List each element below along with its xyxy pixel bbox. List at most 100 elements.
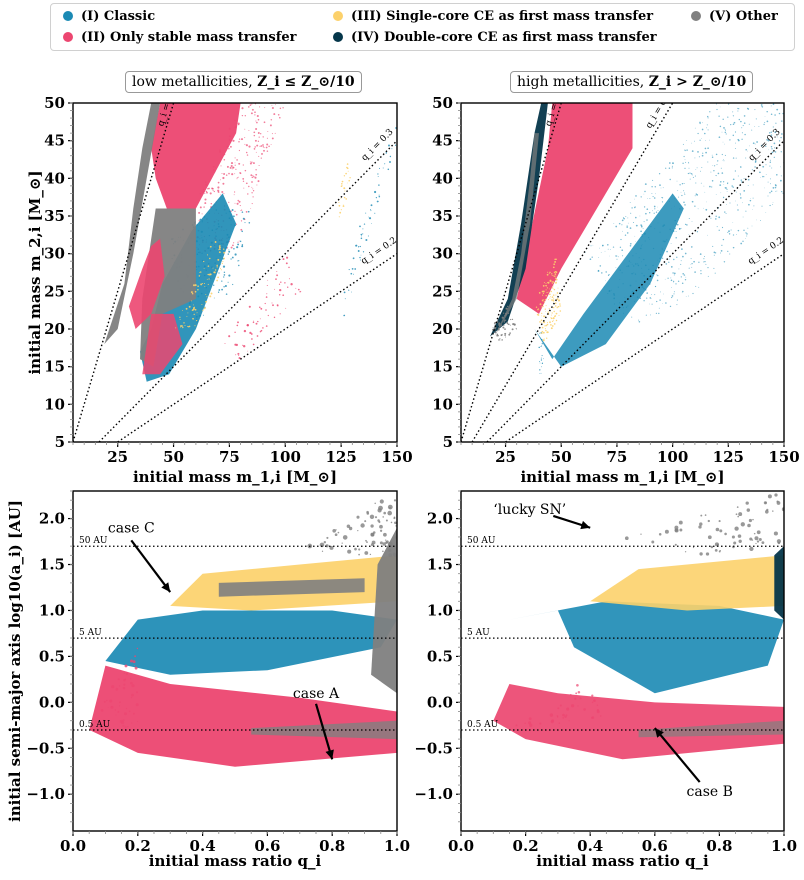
other-points-point (500, 324, 503, 326)
single-ce-points (175, 241, 226, 329)
classic-points-point (218, 272, 220, 274)
classic-points-point (679, 208, 681, 210)
classic-points-point (697, 132, 699, 135)
classic-points-point (692, 292, 694, 295)
classic-points-point (745, 157, 747, 159)
stable-points-point (236, 159, 238, 161)
single-ce-scatter-point (349, 177, 351, 179)
classic-spike-point (541, 366, 542, 368)
classic-spike-point (540, 359, 543, 361)
other-points-point (493, 322, 496, 325)
classic-points-point (662, 293, 664, 295)
stable-points-point (228, 172, 230, 175)
stable-scatter-point (583, 708, 586, 711)
classic-points-point (195, 318, 198, 320)
classic-points-point (767, 139, 770, 142)
stable-scatter-point (596, 710, 600, 714)
classic-points-point (681, 292, 683, 294)
classic-scatter-point (377, 176, 379, 178)
classic-points-point (628, 252, 630, 254)
single-ce-points-point (554, 302, 557, 305)
stable-scatter-point (515, 724, 518, 727)
classic-points-point (768, 132, 771, 134)
single-ce-scatter-point (346, 182, 348, 184)
stable-scatter-point (528, 717, 532, 721)
legend-item-classic: (I) Classic (63, 9, 155, 24)
classic-points-point (742, 202, 743, 204)
other-points-point (499, 338, 501, 340)
classic-scatter-point (378, 194, 380, 196)
other-scatter-point (365, 539, 367, 542)
stable-scatter-point (274, 288, 276, 290)
stable-points-point (229, 145, 232, 148)
stable-scatter-point (252, 343, 255, 346)
other-scatter-point (714, 549, 718, 552)
x-axis-label: initial mass m_1,i [M_⊙] (520, 468, 724, 486)
classic-points-point (646, 297, 648, 299)
classic-points-point (711, 180, 714, 182)
single-ce-points-point (549, 271, 551, 274)
other-scatter-point (765, 510, 769, 514)
other-scatter-point (321, 550, 324, 552)
stable-points-point (240, 228, 243, 231)
classic-points-point (188, 302, 191, 305)
stable-points-point (226, 165, 229, 168)
other-points-point (511, 318, 514, 321)
stable-points-point (231, 173, 234, 176)
stable-points-point (255, 151, 257, 153)
stable-points-point (244, 115, 246, 117)
classic-scatter-point (375, 196, 378, 199)
classic-points-point (711, 156, 714, 158)
classic-points-point (699, 253, 702, 255)
classic-points-point (209, 213, 210, 214)
single-ce-scatter-point (345, 172, 347, 175)
stable-points-point (235, 213, 238, 216)
classic-points-point (747, 178, 750, 181)
classic-points-point (694, 175, 696, 177)
classic-points-point (745, 232, 747, 234)
classic-points-point (694, 271, 696, 273)
stable-points-point (257, 132, 260, 134)
other-scatter-point (651, 540, 655, 544)
stable-points-point (240, 210, 242, 212)
single-ce-points-point (551, 281, 553, 283)
classic-points-point (219, 254, 221, 256)
single-ce-scatter-point (338, 201, 340, 203)
classic-points-point (716, 226, 718, 228)
classic-points-point (774, 131, 777, 134)
x-tick-label: 0.2 (513, 837, 539, 855)
classic-points-point (671, 208, 672, 210)
classic-points-point (662, 187, 664, 189)
classic-points-point (686, 224, 688, 226)
classic-points-point (651, 303, 653, 305)
stable-scatter-point (260, 307, 263, 310)
classic-points-point (734, 148, 736, 149)
classic-points-point (663, 249, 665, 252)
stable-scatter-point (124, 712, 127, 716)
other-points-point (504, 314, 506, 317)
classic-points-point (702, 207, 704, 209)
other-scatter-point (382, 542, 386, 546)
classic-points-point (202, 314, 204, 316)
other-points-point (507, 312, 510, 314)
classic-points-point (732, 111, 734, 113)
classic-scatter-point (351, 268, 354, 270)
classic-spike-point (541, 355, 543, 357)
classic-points-point (715, 153, 718, 156)
annotation-label: case A (293, 686, 340, 702)
classic-points-point (654, 186, 657, 188)
classic-points-point (715, 175, 717, 177)
classic-scatter-point (344, 314, 346, 316)
single-ce-points-point (221, 262, 223, 265)
single-ce-points-point (553, 271, 556, 274)
single-ce-points-point (560, 305, 562, 307)
other-scatter-point (716, 543, 719, 546)
stable-scatter-point (136, 647, 139, 650)
stable-points-point (217, 189, 220, 192)
single-ce-points-point (557, 287, 559, 289)
stable-scatter-point (562, 717, 565, 719)
single-ce-points-point (539, 303, 542, 306)
classic-points-point (657, 206, 658, 208)
single-ce-points-point (210, 292, 213, 295)
